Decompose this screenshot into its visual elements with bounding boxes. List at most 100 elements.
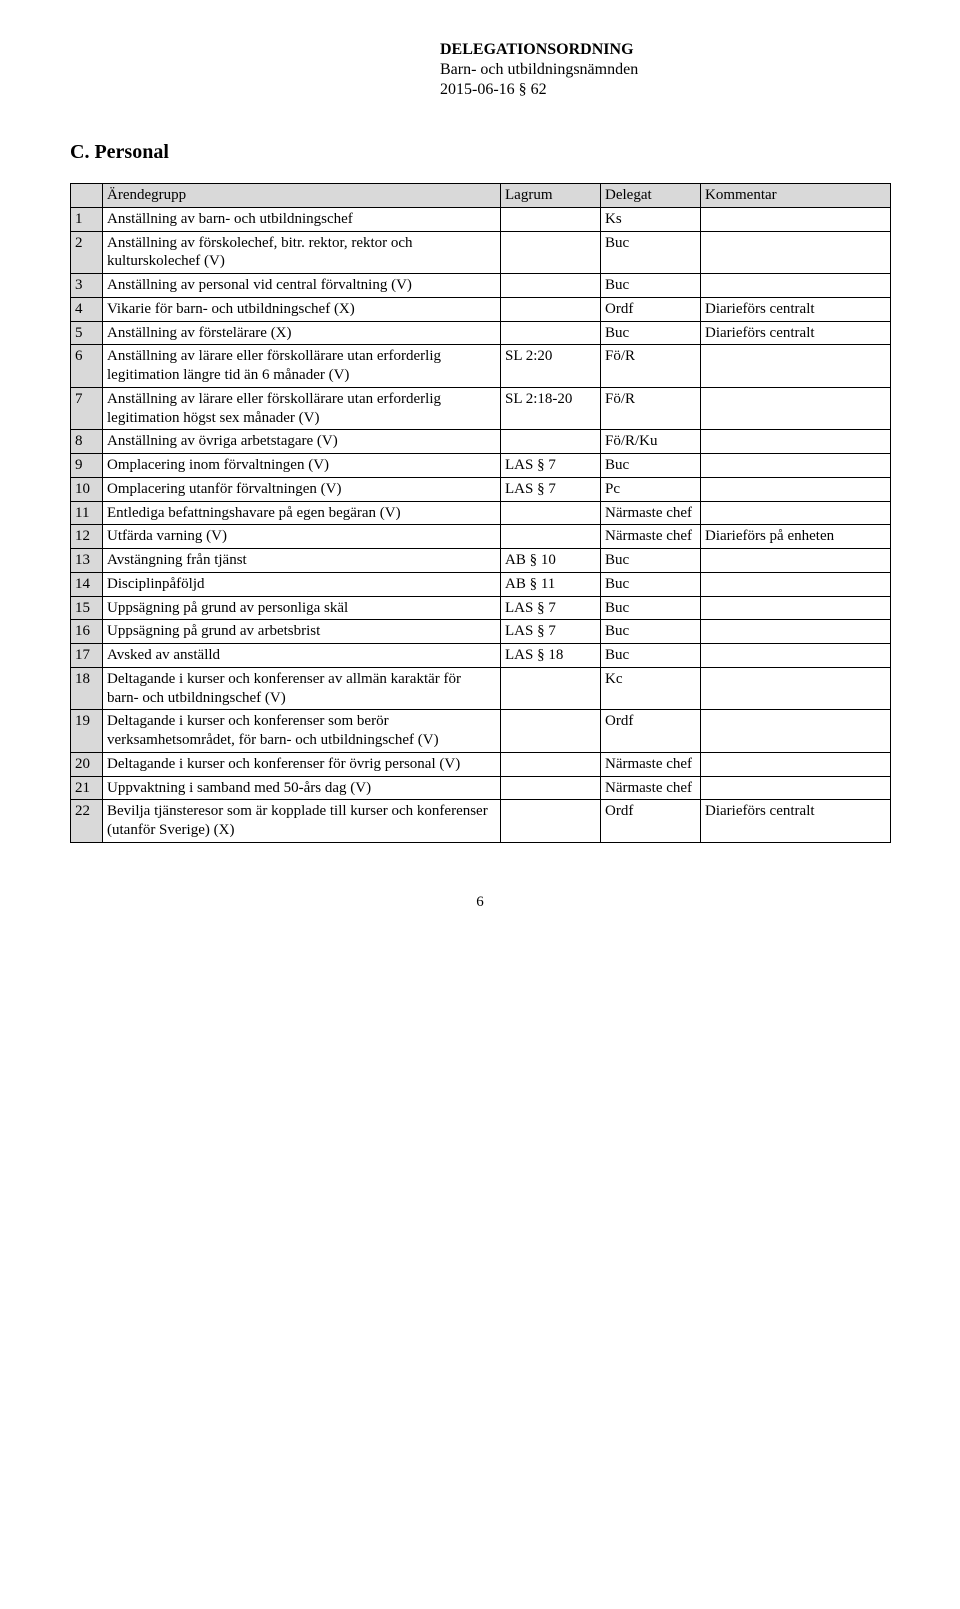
cell-text: Utfärda varning (V): [103, 525, 501, 549]
cell-num: 14: [71, 572, 103, 596]
cell-lagrum: [501, 752, 601, 776]
col-header-arendegrupp: Ärendegrupp: [103, 184, 501, 208]
table-row: 13Avstängning från tjänstAB § 10Buc: [71, 549, 891, 573]
cell-num: 15: [71, 596, 103, 620]
cell-lagrum: LAS § 7: [501, 477, 601, 501]
cell-kommentar: Diarieförs centralt: [701, 800, 891, 843]
cell-num: 13: [71, 549, 103, 573]
cell-delegat: Ks: [601, 207, 701, 231]
cell-text: Uppsägning på grund av arbetsbrist: [103, 620, 501, 644]
table-row: 1Anställning av barn- och utbildningsche…: [71, 207, 891, 231]
table-row: 12Utfärda varning (V) Närmaste chefDiarie…: [71, 525, 891, 549]
cell-delegat: Närmaste chef: [601, 525, 701, 549]
cell-kommentar: [701, 387, 891, 430]
table-row: 6Anställning av lärare eller förskollära…: [71, 345, 891, 388]
cell-text: Bevilja tjänsteresor som är kopplade til…: [103, 800, 501, 843]
table-row: 17Avsked av anställdLAS § 18Buc: [71, 644, 891, 668]
cell-text: Anställning av förskolechef, bitr. rekto…: [103, 231, 501, 274]
cell-text: Anställning av barn- och utbildningschef: [103, 207, 501, 231]
page: DELEGATIONSORDNING Barn- och utbildnings…: [0, 0, 960, 972]
cell-delegat: Kc: [601, 667, 701, 710]
cell-text: Anställning av lärare eller förskollärar…: [103, 387, 501, 430]
cell-kommentar: [701, 596, 891, 620]
page-number: 6: [70, 893, 890, 912]
cell-lagrum: [501, 800, 601, 843]
cell-delegat: Buc: [601, 454, 701, 478]
cell-text: Vikarie för barn- och utbildningschef (X…: [103, 297, 501, 321]
table-row: 22Bevilja tjänsteresor som är kopplade t…: [71, 800, 891, 843]
cell-num: 21: [71, 776, 103, 800]
cell-kommentar: [701, 501, 891, 525]
cell-delegat: Buc: [601, 321, 701, 345]
table-row: 16Uppsägning på grund av arbetsbristLAS …: [71, 620, 891, 644]
cell-kommentar: [701, 620, 891, 644]
cell-num: 20: [71, 752, 103, 776]
cell-delegat: Ordf: [601, 800, 701, 843]
cell-text: Anställning av förstelärare (X): [103, 321, 501, 345]
cell-delegat: Buc: [601, 549, 701, 573]
cell-kommentar: [701, 231, 891, 274]
table-row: 3Anställning av personal vid central för…: [71, 274, 891, 298]
cell-delegat: Närmaste chef: [601, 752, 701, 776]
cell-delegat: Buc: [601, 596, 701, 620]
cell-lagrum: LAS § 18: [501, 644, 601, 668]
cell-kommentar: [701, 477, 891, 501]
cell-kommentar: Diarieförs centralt: [701, 297, 891, 321]
cell-num: 9: [71, 454, 103, 478]
table-row: 2Anställning av förskolechef, bitr. rekt…: [71, 231, 891, 274]
cell-num: 12: [71, 525, 103, 549]
doc-subtitle: Barn- och utbildningsnämnden: [440, 60, 890, 80]
cell-delegat: Närmaste chef: [601, 776, 701, 800]
cell-num: 6: [71, 345, 103, 388]
table-row: 20Deltagande i kurser och konferenser fö…: [71, 752, 891, 776]
cell-delegat: Buc: [601, 274, 701, 298]
table-row: 19Deltagande i kurser och konferenser so…: [71, 710, 891, 753]
col-header-num: [71, 184, 103, 208]
cell-kommentar: [701, 207, 891, 231]
cell-num: 4: [71, 297, 103, 321]
cell-kommentar: [701, 710, 891, 753]
cell-text: Disciplinpåföljd: [103, 572, 501, 596]
cell-delegat: Ordf: [601, 297, 701, 321]
cell-num: 10: [71, 477, 103, 501]
cell-kommentar: [701, 274, 891, 298]
cell-delegat: Buc: [601, 572, 701, 596]
cell-delegat: Pc: [601, 477, 701, 501]
table-row: 10Omplacering utanför förvaltningen (V)L…: [71, 477, 891, 501]
table-row: 7Anställning av lärare eller förskollära…: [71, 387, 891, 430]
table-row: 15Uppsägning på grund av personliga skäl…: [71, 596, 891, 620]
cell-lagrum: [501, 430, 601, 454]
cell-num: 5: [71, 321, 103, 345]
cell-text: Entlediga befattningshavare på egen begä…: [103, 501, 501, 525]
cell-lagrum: [501, 525, 601, 549]
doc-title: DELEGATIONSORDNING: [440, 40, 890, 60]
table-header-row: Ärendegrupp Lagrum Delegat Kommentar: [71, 184, 891, 208]
table-row: 18Deltagande i kurser och konferenser av…: [71, 667, 891, 710]
cell-lagrum: [501, 501, 601, 525]
cell-lagrum: [501, 207, 601, 231]
cell-text: Deltagande i kurser och konferenser som …: [103, 710, 501, 753]
cell-kommentar: [701, 644, 891, 668]
cell-lagrum: [501, 274, 601, 298]
cell-lagrum: [501, 321, 601, 345]
cell-lagrum: [501, 297, 601, 321]
cell-kommentar: Diarieförs centralt: [701, 321, 891, 345]
delegation-table: Ärendegrupp Lagrum Delegat Kommentar 1An…: [70, 183, 891, 843]
cell-lagrum: [501, 667, 601, 710]
cell-text: Anställning av personal vid central förv…: [103, 274, 501, 298]
cell-kommentar: [701, 752, 891, 776]
cell-lagrum: AB § 11: [501, 572, 601, 596]
col-header-lagrum: Lagrum: [501, 184, 601, 208]
cell-lagrum: [501, 776, 601, 800]
cell-delegat: Buc: [601, 620, 701, 644]
cell-text: Anställning av övriga arbetstagare (V): [103, 430, 501, 454]
table-row: 11Entlediga befattningshavare på egen be…: [71, 501, 891, 525]
cell-kommentar: [701, 549, 891, 573]
cell-delegat: Närmaste chef: [601, 501, 701, 525]
cell-kommentar: Diarieförs på enheten: [701, 525, 891, 549]
cell-num: 16: [71, 620, 103, 644]
cell-delegat: Buc: [601, 231, 701, 274]
cell-text: Avsked av anställd: [103, 644, 501, 668]
document-header: DELEGATIONSORDNING Barn- och utbildnings…: [440, 40, 890, 100]
cell-text: Deltagande i kurser och konferenser för …: [103, 752, 501, 776]
